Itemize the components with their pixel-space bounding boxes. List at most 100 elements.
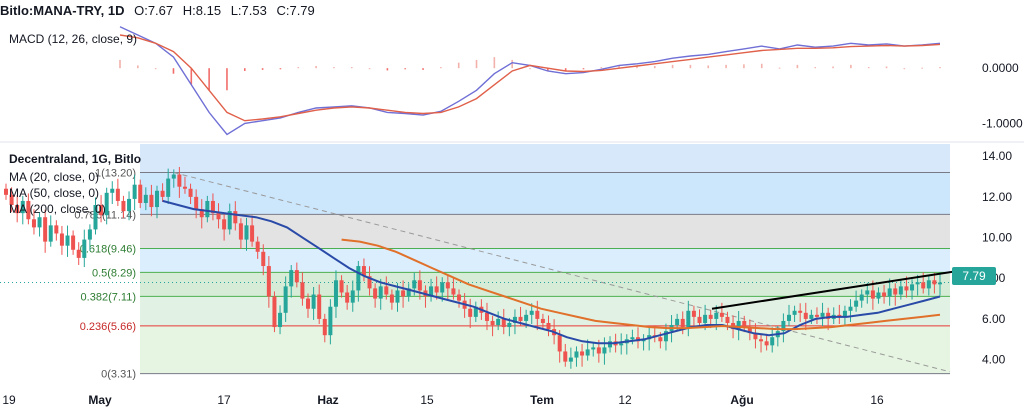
candle-body [529, 310, 534, 315]
candle-body [54, 225, 59, 234]
macd-legend[interactable]: MACD (12, 26, close, 9) [9, 32, 138, 46]
candle-body [703, 314, 708, 323]
macd-histogram-bar [671, 64, 674, 69]
candle-body [848, 306, 853, 311]
candle-body [814, 314, 819, 317]
macd-histogram-bar [386, 68, 389, 71]
candle-body [781, 320, 786, 332]
candle-body [300, 282, 305, 299]
open-label: O: [134, 3, 148, 18]
x-axis-tick: Haz [317, 393, 338, 407]
candle-body [591, 347, 596, 350]
macd-histogram-bar [511, 59, 513, 69]
candle-body [887, 288, 892, 297]
macd-histogram-bar [226, 68, 228, 91]
macd-histogram-bar [208, 68, 210, 91]
ma20-line [162, 199, 941, 345]
macd-histogram-bar [582, 68, 585, 70]
macd-histogram-bar [600, 67, 603, 69]
macd-histogram-bar [190, 68, 193, 85]
x-axis-tick: 17 [217, 393, 231, 407]
x-axis-tick: 16 [870, 393, 884, 407]
macd-histogram-bar [333, 67, 335, 69]
price-y-tick: 10.00 [982, 231, 1012, 245]
candle-body [15, 205, 20, 214]
x-axis-tick: 15 [420, 393, 434, 407]
fib-band [140, 272, 950, 297]
candle-body [691, 310, 696, 317]
price-y-tick: 12.00 [982, 190, 1012, 204]
macd-histogram-bar [885, 66, 888, 69]
macd-histogram-bar [475, 59, 478, 69]
candle-body [306, 298, 311, 309]
candle-body [663, 331, 668, 342]
candle-body [932, 280, 937, 285]
candle-body [317, 294, 322, 319]
candle-body [686, 310, 691, 328]
fib-label: 1(13.20) [95, 167, 136, 179]
candle-body [255, 241, 260, 252]
candle-body [99, 205, 104, 216]
low-label: L: [230, 3, 242, 18]
candle-body [658, 337, 663, 342]
candle-body [378, 286, 383, 299]
candle-body [680, 318, 685, 328]
candle-body [719, 312, 724, 317]
candle-body [764, 341, 769, 346]
candle-body [837, 314, 842, 317]
candle-body [429, 286, 434, 297]
candle-body [473, 306, 478, 317]
candle-body [233, 211, 238, 224]
candle-body [188, 188, 193, 197]
candle-body [619, 343, 624, 346]
macd-histogram-bar [653, 65, 656, 69]
candle-body [697, 316, 702, 323]
dashed-trendline [173, 171, 951, 373]
high-label: H: [182, 3, 196, 18]
fib-band [140, 248, 950, 273]
main-legend-title[interactable]: Decentraland, 1G, Bitlo [9, 152, 142, 166]
rising-trendline [711, 268, 971, 310]
candle-body [842, 310, 847, 317]
candle-body [166, 178, 171, 197]
candle-body [121, 200, 126, 212]
candle-body [43, 217, 48, 242]
candle-body [205, 200, 210, 218]
candle-body [333, 280, 338, 307]
fib-band [140, 214, 950, 249]
macd-histogram-bar [921, 67, 923, 69]
macd-histogram-bar [547, 68, 549, 71]
macd-histogram-bar [636, 65, 638, 69]
macd-histogram-bar [760, 63, 763, 69]
candle-body [512, 316, 517, 323]
macd-y-tick: -1.0000 [982, 116, 1023, 130]
candle-body [250, 225, 255, 242]
macd-histogram-bar [618, 65, 620, 69]
candle-body [882, 292, 887, 297]
candle-body [412, 280, 417, 289]
candle-body [9, 194, 14, 206]
candle-body [238, 223, 243, 240]
ma20-legend[interactable]: MA (20, close, 0) [9, 170, 100, 184]
price-y-tick: 6.00 [982, 312, 1006, 326]
candle-body [507, 322, 512, 328]
candle-body [31, 219, 36, 228]
candle-body [675, 318, 680, 326]
candle-body [4, 188, 8, 195]
candle-body [938, 282, 942, 285]
ma50-legend[interactable]: MA (50, close, 0) [9, 186, 100, 200]
candle-body [93, 205, 98, 230]
candle-body [182, 186, 187, 189]
candle-body [926, 280, 931, 289]
ma200-legend[interactable]: MA (200, close, 0) [9, 202, 106, 216]
candle-body [87, 229, 92, 240]
fib-label: 0.236(5.66) [80, 321, 136, 333]
candle-body [76, 249, 81, 258]
macd-histogram-bar [796, 64, 799, 69]
candle-body [546, 322, 551, 330]
candle-body [820, 312, 825, 317]
macd-histogram-bar [529, 68, 531, 70]
fib-label: 0.5(8.29) [92, 267, 136, 279]
